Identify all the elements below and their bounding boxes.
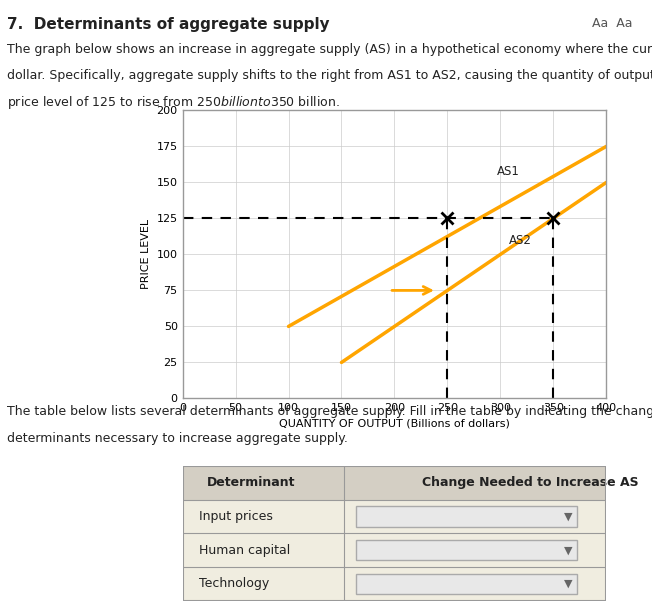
- Text: Technology: Technology: [199, 577, 269, 590]
- Text: Human capital: Human capital: [199, 544, 290, 557]
- Y-axis label: PRICE LEVEL: PRICE LEVEL: [141, 219, 151, 289]
- Text: ▼: ▼: [564, 579, 572, 589]
- Text: AS2: AS2: [509, 234, 532, 247]
- Text: AS1: AS1: [497, 165, 520, 178]
- FancyBboxPatch shape: [356, 540, 576, 560]
- FancyBboxPatch shape: [356, 574, 576, 594]
- Text: Change Needed to Increase AS: Change Needed to Increase AS: [422, 476, 639, 489]
- Text: determinants necessary to increase aggregate supply.: determinants necessary to increase aggre…: [7, 432, 348, 445]
- Text: Aa  Aa: Aa Aa: [592, 17, 632, 30]
- FancyBboxPatch shape: [183, 466, 606, 500]
- Text: 7.  Determinants of aggregate supply: 7. Determinants of aggregate supply: [7, 17, 329, 32]
- Text: The table below lists several determinants of aggregate supply. Fill in the tabl: The table below lists several determinan…: [7, 405, 652, 417]
- X-axis label: QUANTITY OF OUTPUT (Billions of dollars): QUANTITY OF OUTPUT (Billions of dollars): [279, 419, 510, 429]
- Text: Input prices: Input prices: [199, 510, 273, 523]
- Text: The graph below shows an increase in aggregate supply (AS) in a hypothetical eco: The graph below shows an increase in agg…: [7, 43, 652, 56]
- Text: Determinant: Determinant: [207, 476, 295, 489]
- FancyBboxPatch shape: [183, 500, 606, 533]
- FancyBboxPatch shape: [183, 567, 606, 601]
- FancyBboxPatch shape: [356, 506, 576, 527]
- Text: ▼: ▼: [564, 511, 572, 522]
- Text: dollar. Specifically, aggregate supply shifts to the right from AS1 to AS2, caus: dollar. Specifically, aggregate supply s…: [7, 69, 652, 82]
- FancyBboxPatch shape: [183, 533, 606, 567]
- Text: ▼: ▼: [564, 545, 572, 555]
- Text: price level of 125 to rise from $250 billion to $350 billion.: price level of 125 to rise from $250 bil…: [7, 94, 340, 111]
